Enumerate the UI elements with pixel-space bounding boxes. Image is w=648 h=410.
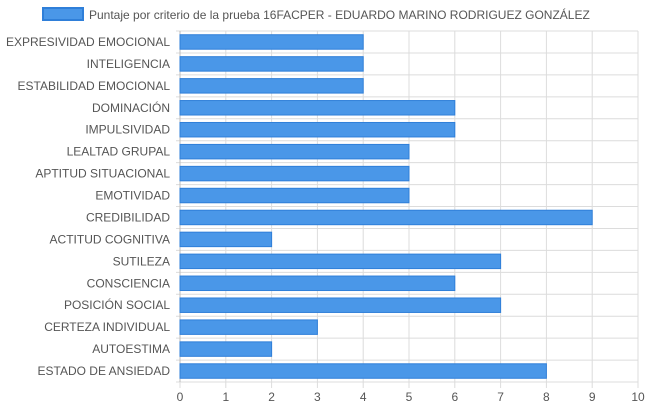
x-tick-label: 8 <box>543 390 550 404</box>
category-label: EMOTIVIDAD <box>95 189 170 203</box>
x-tick-label: 7 <box>497 390 504 404</box>
bar[interactable] <box>179 341 273 357</box>
category-label: POSICIÓN SOCIAL <box>64 297 170 312</box>
bar[interactable] <box>179 209 593 226</box>
category-label: AUTOESTIMA <box>92 342 170 356</box>
bar[interactable] <box>179 297 502 313</box>
category-label: ESTABILIDAD EMOCIONAL <box>18 79 171 93</box>
bar[interactable] <box>179 319 318 335</box>
legend[interactable]: Puntaje por criterio de la prueba 16FACP… <box>42 7 590 22</box>
bar[interactable] <box>179 121 456 138</box>
category-label: APTITUD SITUACIONAL <box>35 167 170 181</box>
bar[interactable] <box>179 363 547 379</box>
x-tick-label: 1 <box>222 390 229 404</box>
x-tick-label: 3 <box>314 390 321 404</box>
bar[interactable] <box>179 56 364 72</box>
bars <box>179 34 593 379</box>
x-tick-label: 10 <box>631 390 645 404</box>
legend-label: Puntaje por criterio de la prueba 16FACP… <box>89 7 590 22</box>
category-label: INTELIGENCIA <box>87 57 170 71</box>
bar[interactable] <box>179 143 410 160</box>
bar[interactable] <box>179 231 273 248</box>
category-label: IMPULSIVIDAD <box>85 123 170 137</box>
category-label: DOMINACIÓN <box>92 100 170 115</box>
bar[interactable] <box>179 78 364 94</box>
x-tick-label: 2 <box>268 390 275 404</box>
legend-swatch <box>42 7 84 21</box>
x-tick-label: 6 <box>451 390 458 404</box>
x-tick-label: 9 <box>589 390 596 404</box>
category-label: CERTEZA INDIVIDUAL <box>44 320 170 334</box>
bar[interactable] <box>179 253 502 270</box>
category-label: LEALTAD GRUPAL <box>67 145 171 159</box>
bar[interactable] <box>179 275 456 292</box>
bar[interactable] <box>179 187 410 204</box>
x-axis-labels: 0 1 2 3 4 5 6 7 8 9 10 <box>177 390 645 404</box>
grid <box>176 30 639 388</box>
x-tick-label: 5 <box>406 390 413 404</box>
category-label: ACTITUD COGNITIVA <box>50 232 170 246</box>
x-tick-label: 0 <box>177 390 184 404</box>
category-label: ESTADO DE ANSIEDAD <box>38 364 171 378</box>
y-axis-labels: EXPRESIVIDAD EMOCIONAL INTELIGENCIA ESTABI… <box>6 35 170 378</box>
bar[interactable] <box>179 165 410 182</box>
bar[interactable] <box>179 100 456 116</box>
category-label: EXPRESIVIDAD EMOCIONAL <box>6 35 170 49</box>
bar[interactable] <box>179 34 364 50</box>
x-tick-label: 4 <box>360 390 367 404</box>
category-label: SUTILEZA <box>113 254 170 268</box>
category-label: CONSCIENCIA <box>87 276 170 290</box>
category-label: CREDIBILIDAD <box>86 210 170 224</box>
